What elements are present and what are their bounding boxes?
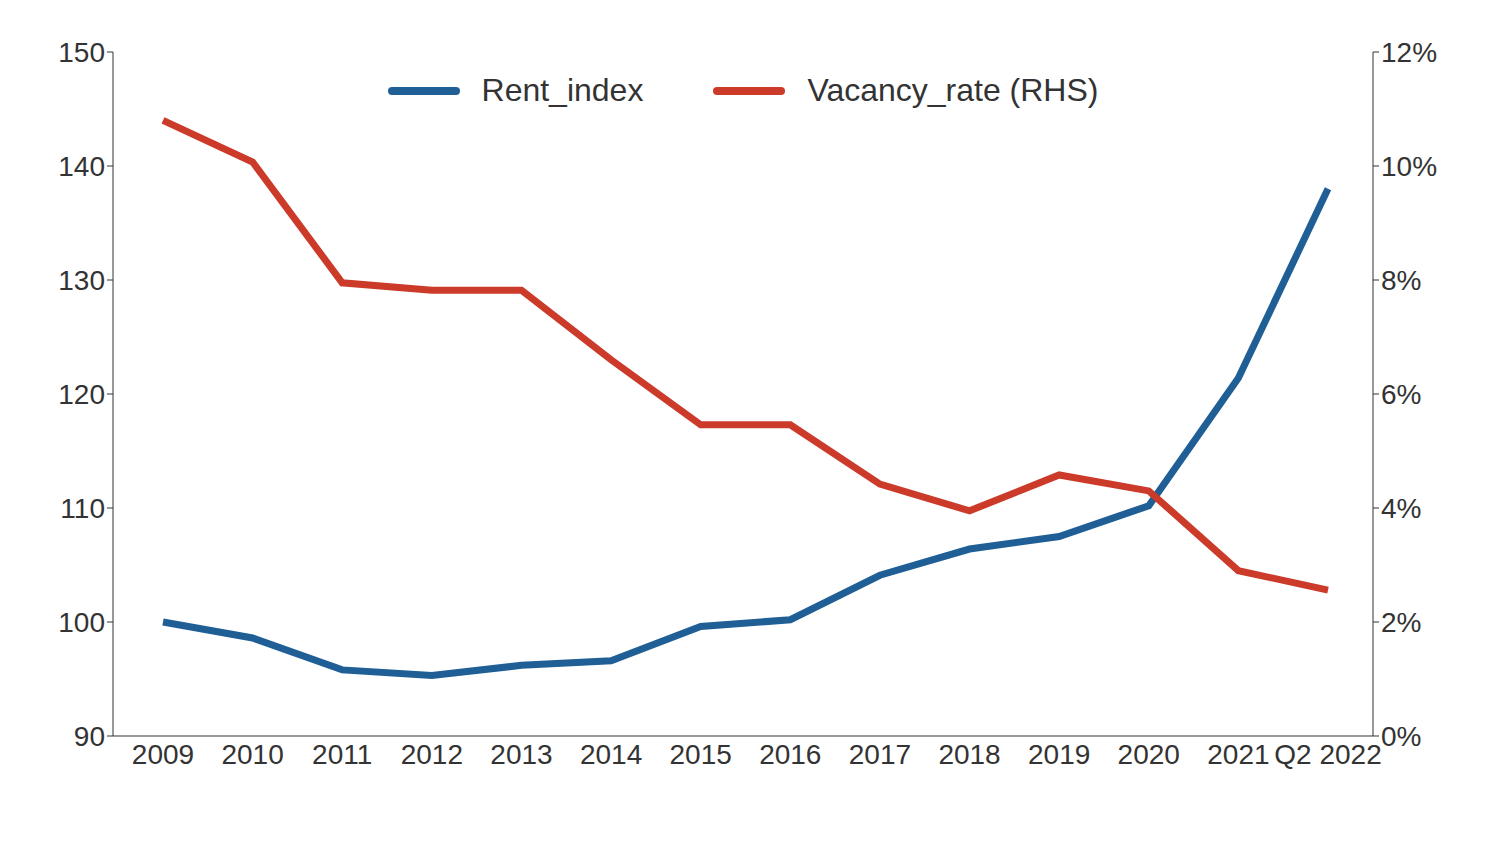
svg-text:140: 140 <box>58 151 105 182</box>
svg-text:2009: 2009 <box>132 739 194 770</box>
svg-text:120: 120 <box>58 379 105 410</box>
svg-text:2021: 2021 <box>1207 739 1269 770</box>
svg-text:10%: 10% <box>1381 151 1437 182</box>
svg-text:2016: 2016 <box>759 739 821 770</box>
svg-text:2019: 2019 <box>1028 739 1090 770</box>
svg-text:2017: 2017 <box>849 739 911 770</box>
svg-text:Q2 2022: Q2 2022 <box>1274 739 1381 770</box>
svg-text:2%: 2% <box>1381 607 1421 638</box>
svg-text:4%: 4% <box>1381 493 1421 524</box>
html-text:Vacancy_rate (RHS): Vacancy_rate (RHS) <box>807 72 1099 108</box>
svg-text:100: 100 <box>58 607 105 638</box>
svg-text:6%: 6% <box>1381 379 1421 410</box>
svg-text:2015: 2015 <box>670 739 732 770</box>
svg-text:2011: 2011 <box>312 739 372 770</box>
svg-text:8%: 8% <box>1381 265 1421 296</box>
svg-text:2010: 2010 <box>221 739 283 770</box>
html-text:Rent_index: Rent_index <box>481 72 644 108</box>
svg-text:110: 110 <box>60 493 105 524</box>
svg-text:0%: 0% <box>1381 721 1421 752</box>
svg-text:2012: 2012 <box>401 739 463 770</box>
svg-text:90: 90 <box>74 721 105 752</box>
svg-text:2018: 2018 <box>938 739 1000 770</box>
svg-text:130: 130 <box>58 265 105 296</box>
svg-text:2013: 2013 <box>490 739 552 770</box>
svg-text:2020: 2020 <box>1118 739 1180 770</box>
svg-text:12%: 12% <box>1381 37 1437 68</box>
svg-text:150: 150 <box>58 37 105 68</box>
svg-text:2014: 2014 <box>580 739 642 770</box>
